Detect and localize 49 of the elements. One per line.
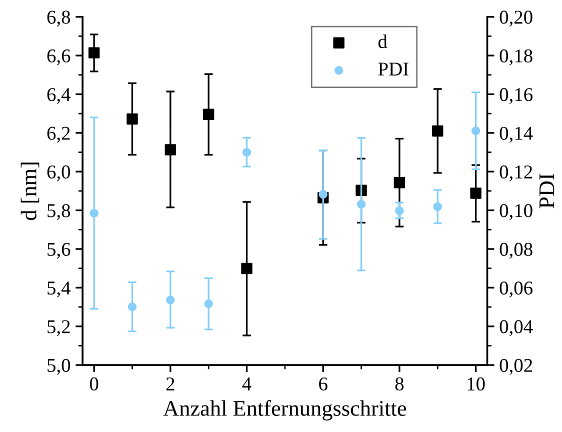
y2-tick-label: 0,02 (500, 358, 532, 375)
legend-label: d (378, 34, 388, 48)
x-tick-label: 6 (319, 377, 328, 391)
y-tick-label: 6,2 (47, 126, 70, 143)
y-tick-label: 6,6 (47, 49, 70, 66)
point (356, 200, 366, 209)
y2-tick-label: 0,04 (500, 320, 533, 336)
point (126, 113, 138, 125)
point (90, 208, 98, 218)
y2-tick-label: 0,10 (500, 204, 532, 220)
point (166, 295, 175, 304)
y-tick-label: 5,2 (48, 320, 70, 336)
point (164, 144, 176, 156)
y-tick-label: 5,4 (48, 282, 71, 298)
y2-tick-label: 0,08 (500, 242, 532, 259)
x-tick-label: 10 (468, 377, 485, 391)
point (394, 177, 406, 188)
point (470, 188, 482, 199)
x-tick-label: 2 (166, 377, 174, 390)
point (241, 262, 252, 274)
point (88, 47, 100, 58)
point (395, 206, 404, 216)
point (471, 126, 480, 136)
point (242, 148, 252, 157)
legend-label: PDI (378, 62, 408, 76)
y2-axis-title: PDI (540, 174, 554, 208)
y-tick-label: 6,8 (47, 10, 70, 27)
x-axis-title: Anzahl Entfernungsschritte (163, 400, 406, 420)
y2-tick-label: 0,06 (500, 281, 533, 298)
y-tick-label: 5,8 (48, 204, 70, 220)
x-tick-label: 8 (395, 377, 404, 391)
point (128, 302, 137, 312)
y2-tick-label: 0,18 (500, 49, 532, 66)
y2-tick-label: 0,16 (500, 88, 533, 104)
x-tick-label: 0 (90, 377, 98, 391)
y-tick-label: 6,4 (47, 88, 71, 104)
y-axis-title: d [nm] (20, 162, 40, 220)
y2-tick-label: 0,14 (500, 126, 533, 143)
y-tick-label: 5,0 (48, 358, 70, 375)
y-tick-label: 5,6 (48, 242, 70, 259)
point (204, 299, 213, 308)
point (432, 125, 444, 137)
x-tick-label: 4 (242, 378, 252, 390)
y2-tick-label: 0,12 (500, 165, 532, 182)
point (318, 190, 328, 199)
point (433, 202, 442, 211)
y-tick-label: 6,0 (47, 165, 70, 182)
y2-tick-label: 0,20 (500, 10, 532, 27)
point (202, 108, 214, 120)
